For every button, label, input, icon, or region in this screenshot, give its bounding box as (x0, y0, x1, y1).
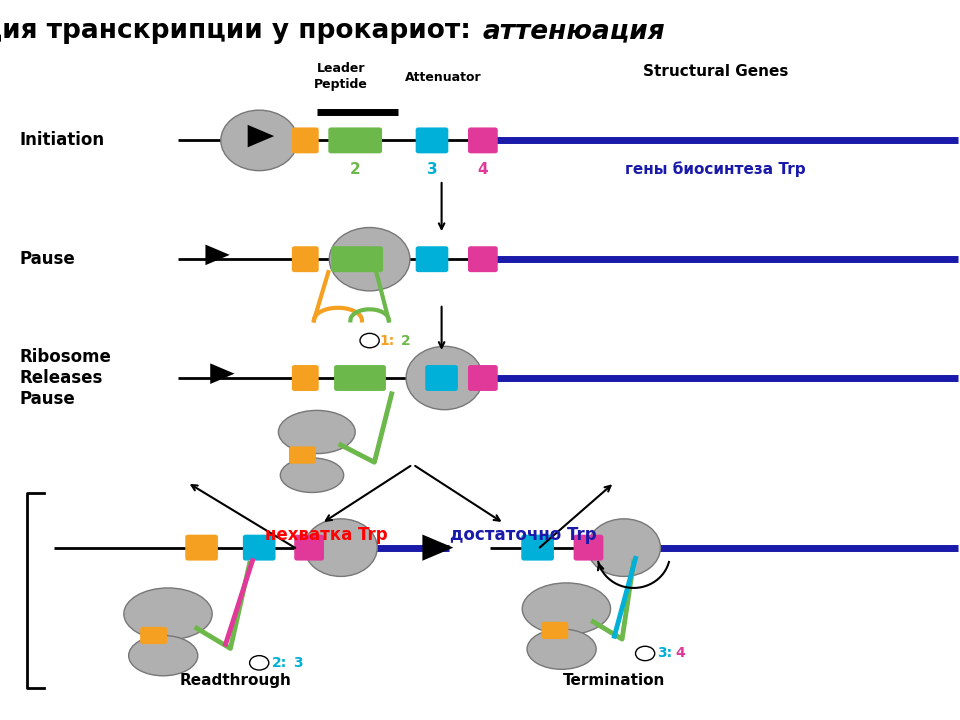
Ellipse shape (522, 583, 611, 635)
Text: аттенюация: аттенюация (483, 18, 665, 44)
Polygon shape (205, 245, 229, 265)
Text: 2: 2 (349, 162, 361, 176)
Text: Termination: Termination (564, 673, 665, 688)
Ellipse shape (280, 458, 344, 492)
FancyBboxPatch shape (468, 127, 497, 153)
FancyBboxPatch shape (292, 127, 319, 153)
Text: Readthrough: Readthrough (180, 673, 291, 688)
Text: 3: 3 (426, 162, 438, 176)
Text: Регуляция транскрипции у прокариот:: Регуляция транскрипции у прокариот: (0, 18, 480, 44)
FancyBboxPatch shape (416, 246, 448, 272)
Text: Initiation: Initiation (19, 131, 105, 149)
FancyBboxPatch shape (416, 127, 448, 153)
FancyBboxPatch shape (292, 246, 319, 272)
Text: Ribosome
Releases
Pause: Ribosome Releases Pause (19, 348, 111, 408)
FancyBboxPatch shape (521, 535, 554, 561)
Text: Pause: Pause (19, 250, 75, 268)
Circle shape (250, 656, 269, 670)
Text: 2:: 2: (272, 656, 287, 670)
Polygon shape (248, 125, 275, 148)
FancyBboxPatch shape (328, 127, 382, 153)
FancyBboxPatch shape (334, 365, 386, 391)
Text: Leader: Leader (317, 62, 365, 75)
FancyBboxPatch shape (289, 446, 316, 464)
Ellipse shape (129, 636, 198, 676)
FancyBboxPatch shape (243, 535, 276, 561)
FancyBboxPatch shape (425, 365, 458, 391)
FancyBboxPatch shape (294, 535, 324, 561)
Text: нехватка Trp: нехватка Trp (265, 526, 388, 544)
FancyBboxPatch shape (185, 535, 218, 561)
Text: гены биосинтеза Trp: гены биосинтеза Trp (625, 161, 805, 177)
Ellipse shape (278, 410, 355, 454)
FancyBboxPatch shape (574, 535, 604, 561)
FancyBboxPatch shape (541, 622, 568, 639)
Text: 3: 3 (293, 656, 302, 670)
Ellipse shape (329, 228, 410, 291)
FancyBboxPatch shape (468, 365, 497, 391)
FancyBboxPatch shape (468, 246, 497, 272)
Text: Structural Genes: Structural Genes (642, 65, 788, 79)
Text: Peptide: Peptide (314, 78, 368, 91)
Text: 4: 4 (676, 647, 685, 660)
Ellipse shape (304, 519, 377, 577)
FancyBboxPatch shape (331, 246, 383, 272)
Ellipse shape (124, 588, 212, 640)
Polygon shape (422, 534, 453, 561)
Ellipse shape (527, 629, 596, 670)
Text: достаточно Trp: достаточно Trp (450, 526, 596, 544)
Circle shape (360, 333, 379, 348)
Text: Attenuator: Attenuator (405, 71, 482, 84)
Ellipse shape (406, 346, 483, 410)
Text: 4: 4 (477, 162, 489, 176)
Text: 3:: 3: (657, 647, 672, 660)
Ellipse shape (221, 110, 298, 171)
Ellipse shape (588, 519, 660, 577)
FancyBboxPatch shape (292, 365, 319, 391)
Text: 1:: 1: (379, 333, 395, 348)
Polygon shape (210, 364, 234, 384)
FancyBboxPatch shape (140, 627, 167, 644)
Text: 2: 2 (401, 333, 411, 348)
Circle shape (636, 647, 655, 661)
